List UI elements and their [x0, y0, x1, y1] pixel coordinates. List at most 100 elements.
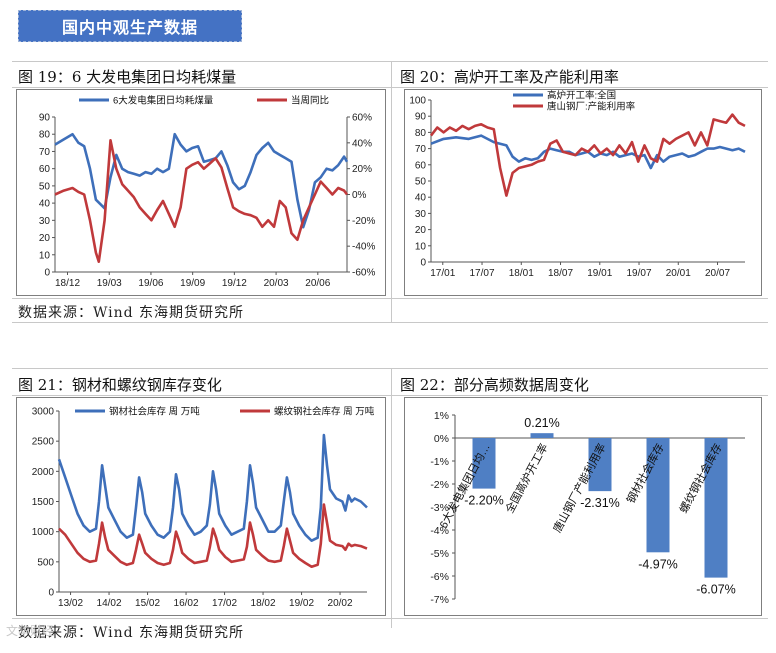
y-tick-label: 500: [37, 557, 54, 568]
y-tick-label: 10: [39, 250, 51, 261]
grid-mid-2: [12, 395, 768, 396]
y-right-tick-label: 60%: [352, 113, 372, 124]
panel-19-title: 图 19：6 大发电集团日均耗煤量: [18, 68, 237, 86]
series-line-2: [54, 138, 349, 263]
chart-22-box: 1% 0% -1% -2% -3% -4% -5% -6% -7% -2.20% 6大发电集团日均……: [404, 397, 762, 616]
bar-4: [646, 438, 670, 553]
y-tick-label: -1%: [430, 456, 449, 468]
bar-5: [704, 438, 728, 578]
y-tick-label: 100: [409, 96, 426, 107]
x-tick-label: 16/02: [174, 598, 199, 609]
x-tick-label: 17/07: [470, 268, 495, 279]
y-right-tick-label: 20%: [352, 164, 372, 175]
chart-21-box: 0 500 1000 1500 2000 2500 3000 13/02 14/02 15/02 1…: [16, 397, 386, 616]
x-tick-label: 20/07: [705, 268, 730, 279]
y-tick-label: 40: [39, 199, 51, 210]
y-tick-label: 10: [415, 241, 427, 252]
series-line-2: [429, 113, 746, 197]
bar-data-label-1: -2.20%: [464, 494, 504, 508]
y-tick-label: 90: [415, 112, 427, 123]
chart-21: 0 500 1000 1500 2000 2500 3000 13/02 14/02 15/02 1…: [32, 406, 375, 610]
y-tick-label: 70: [39, 147, 51, 158]
grid-vert-1: [391, 61, 392, 322]
panel-21-title: 图 21：钢材和螺纹钢库存变化: [18, 376, 222, 394]
x-tick-label: 15/02: [135, 598, 160, 609]
x-tick-label: 13/02: [58, 598, 83, 609]
x-tick-label: 18/12: [55, 278, 80, 289]
grid-mid-1: [12, 87, 768, 88]
bar-3: [588, 438, 612, 492]
x-tick-label: 14/02: [97, 598, 122, 609]
y-tick-label: 1%: [434, 410, 449, 422]
y-tick-label: 40: [415, 193, 427, 204]
grid-top-1: [12, 61, 768, 62]
bar-data-label-4: -4.97%: [638, 557, 678, 571]
x-tick-label: 20/02: [328, 598, 353, 609]
y-tick-label: -2%: [430, 479, 449, 491]
y-tick-label: 0: [48, 588, 54, 599]
y-right-tick-label: -40%: [352, 242, 375, 253]
grid-top-2: [12, 368, 768, 369]
y-tick-label: 1000: [32, 527, 55, 538]
x-tick-label: 19/12: [222, 278, 247, 289]
x-tick-label: 17/01: [430, 268, 455, 279]
legend-label-2: 当周同比: [291, 95, 329, 107]
chart-19-box: 0 10 20 30 40 50 60 70 80 90 -60% -40% -20% 0% 20% 40% 6…: [16, 89, 386, 296]
y-tick-label: -7%: [430, 594, 449, 606]
legend-label-2: 螺纹钢社会库存 周 万吨: [274, 406, 375, 418]
series-line-1: [54, 132, 349, 229]
bar-2: [530, 433, 554, 438]
section-banner: 国内中观生产数据: [18, 10, 242, 42]
series-line-1: [430, 134, 746, 170]
x-tick-label: 19/07: [627, 268, 652, 279]
y-tick-label: 20: [415, 225, 427, 236]
bar-1: [472, 438, 496, 489]
y-right-tick-label: -60%: [352, 268, 375, 279]
y-tick-label: -6%: [430, 571, 449, 583]
panel-20-title: 图 20：高炉开工率及产能利用率: [400, 68, 619, 86]
watermark: 文华财经: [6, 624, 55, 638]
panel-bottom-source: 数据来源：Wind 东海期货研究所: [18, 625, 245, 641]
y-tick-label: 60: [415, 160, 427, 171]
grid-src-1: [12, 298, 768, 299]
x-tick-label: 17/02: [212, 598, 237, 609]
chart-19: 0 10 20 30 40 50 60 70 80 90 -60% -40% -20% 0% 20% 40% 6…: [39, 95, 376, 290]
bar-data-label-2: 0.21%: [524, 416, 559, 430]
x-tick-label: 20/03: [264, 278, 289, 289]
y-tick-label: 60: [39, 164, 51, 175]
y-tick-label: 50: [39, 181, 51, 192]
x-tick-label: 18/02: [251, 598, 276, 609]
legend-label-2: 唐山钢厂:产能利用率: [547, 101, 636, 113]
chart-20-box: 0 10 20 30 40 50 60 70 80 90 100 17/01 17/07 18/01 18/…: [404, 89, 762, 296]
x-tick-label: 19/06: [138, 278, 163, 289]
legend-label-1: 高炉开工率:全国: [547, 90, 616, 102]
y-right-tick-label: -20%: [352, 216, 375, 227]
y-tick-label: 30: [415, 209, 427, 220]
x-tick-label: 19/01: [587, 268, 612, 279]
panel-22-title: 图 22：部分高频数据周变化: [400, 376, 589, 394]
section-title: 国内中观生产数据: [61, 18, 198, 37]
x-tick-label: 18/01: [509, 268, 534, 279]
x-tick-label: 19/03: [97, 278, 122, 289]
y-tick-label: 70: [415, 144, 427, 155]
y-tick-label: 1500: [32, 497, 55, 508]
y-tick-label: 50: [415, 177, 427, 188]
x-tick-label: 19/09: [180, 278, 205, 289]
y-tick-label: 90: [39, 113, 51, 124]
y-tick-label: 80: [39, 130, 51, 141]
grid-src-2: [12, 618, 768, 619]
x-tick-label: 20/06: [305, 278, 330, 289]
x-tick-label: 20/01: [666, 268, 691, 279]
series-line-2: [58, 503, 368, 568]
y-tick-label: 2500: [32, 437, 55, 448]
bar-data-label-3: -2.31%: [580, 496, 620, 510]
chart-20: 0 10 20 30 40 50 60 70 80 90 100 17/01 17/07 18/01 18/…: [409, 90, 746, 279]
y-tick-label: 3000: [32, 407, 55, 418]
y-tick-label: 30: [39, 216, 51, 227]
y-tick-label: -3%: [430, 502, 449, 514]
y-right-tick-label: 40%: [352, 138, 372, 149]
y-right-tick-label: 0%: [352, 190, 367, 201]
legend-label-1: 6大发电集团日均耗煤量: [113, 95, 214, 107]
legend-label-1: 钢材社会库存 周 万吨: [109, 406, 200, 418]
category-label-2: 全国高炉开工率: [502, 441, 551, 516]
